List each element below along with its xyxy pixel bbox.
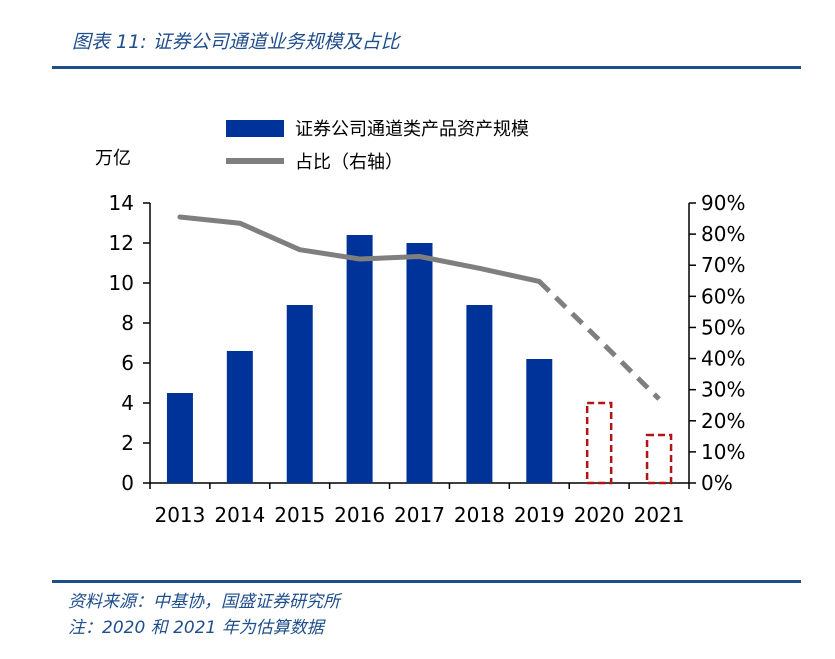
bar-estimate [645,433,673,485]
x-tick-label: 2015 [274,503,325,527]
bar [286,305,313,483]
y-right-tick-label: 80% [701,222,745,246]
y-right-tick-label: 20% [701,409,745,433]
y-left-tick-label: 12 [109,231,134,255]
y-right-tick-label: 90% [701,191,745,215]
y-right-tick-label: 10% [701,440,745,464]
y-right-tick-label: 70% [701,253,745,277]
footer-note: 注：2020 和 2021 年为估算数据 [68,618,324,638]
y-right-tick-label: 60% [701,284,745,308]
bar [466,305,493,483]
footer-rule [52,580,801,583]
y-right-tick-label: 40% [701,347,745,371]
x-tick-label: 2014 [214,503,265,527]
chart-axes: 0 2 4 6 8 10 12 14 万亿 0% 10% 20% 30% 40% 50% 60% 70% 80% 9… [95,148,745,527]
x-tick-label: 2019 [514,503,565,527]
x-tick-label: 2020 [574,503,625,527]
legend-bar-label: 证券公司通道类产品资产规模 [295,119,529,140]
y-left-tick-label: 10 [109,271,134,295]
y-right-tick-label: 30% [701,378,745,402]
x-tick-label: 2018 [454,503,505,527]
legend-bar-swatch [226,120,284,137]
y-left-tick-label: 4 [121,391,134,415]
y-right-tick-label: 50% [701,315,745,339]
bar-estimate [585,401,613,485]
x-tick-label: 2017 [394,503,445,527]
y-left-tick-label: 6 [121,351,134,375]
header-title: 图表 11: 证券公司通道业务规模及占比 [72,31,400,53]
bar [346,235,373,483]
x-tick-label: 2016 [334,503,385,527]
bar [406,243,433,483]
line-estimate [537,279,661,401]
y-left-tick-label: 14 [109,191,134,215]
header-rule [52,66,801,69]
bar [526,359,553,483]
bar-series [166,235,673,485]
y-left-tick-label: 8 [121,311,134,335]
y-right-tick-label: 0% [701,471,733,495]
y-left-tick-label: 0 [121,471,134,495]
bar [166,393,193,483]
x-tick-label: 2013 [154,503,205,527]
x-tick-label: 2021 [634,503,685,527]
bar [226,351,253,483]
line-series [177,214,661,401]
y-left-unit: 万亿 [95,148,131,169]
footer-source: 资料来源：中基协，国盛证券研究所 [68,592,340,612]
legend-line-label: 占比（右轴） [295,152,403,173]
y-left-tick-label: 2 [121,431,134,455]
